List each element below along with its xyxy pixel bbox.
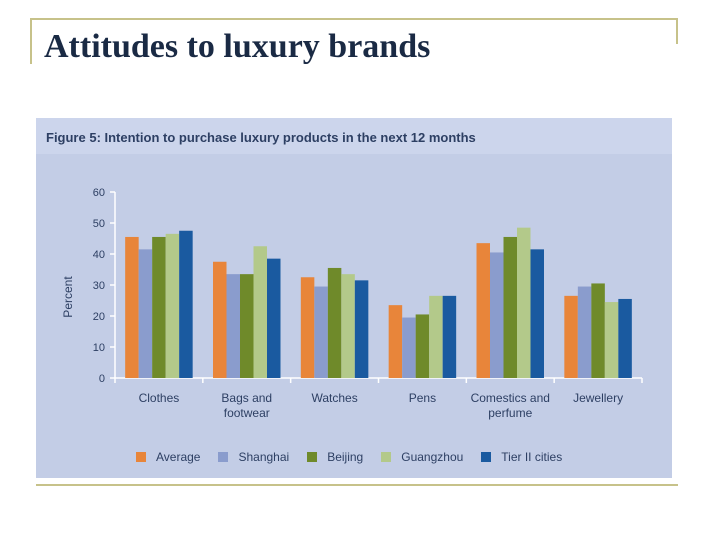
y-tick-label: 50: [93, 218, 105, 230]
x-tick-label: perfume: [488, 406, 532, 420]
x-tick-label: Comestics and: [471, 391, 550, 405]
bar-average: [388, 305, 403, 378]
y-tick-label: 40: [93, 249, 105, 261]
y-tick-label: 30: [93, 280, 105, 292]
legend-label: Average: [156, 450, 201, 464]
legend-swatch: [381, 452, 392, 462]
legend-item: Shanghai: [218, 450, 289, 464]
legend-item: Beijing: [307, 450, 363, 464]
bar-beijing: [327, 267, 342, 378]
legend-label: Guangzhou: [401, 450, 464, 464]
bar-average: [300, 277, 315, 378]
bar-shanghai: [138, 249, 153, 378]
legend-item: Guangzhou: [381, 450, 463, 464]
slide-left-rule: [30, 18, 32, 64]
bar-shanghai: [490, 252, 504, 378]
bar-average: [564, 295, 578, 378]
bar-guangzhou: [165, 233, 180, 378]
legend-label: Shanghai: [238, 450, 290, 464]
legend-label: Beijing: [327, 450, 364, 464]
y-tick-label: 0: [99, 373, 105, 385]
legend-item: Tier II cities: [481, 450, 562, 464]
slide-top-rule: [30, 18, 678, 20]
slide-bottom-rule: [36, 484, 678, 486]
slide-title: Attitudes to luxury brands: [44, 28, 431, 65]
x-tick-label: Watches: [311, 391, 357, 405]
y-tick-label: 20: [93, 311, 105, 323]
bar-guangzhou: [604, 302, 619, 378]
bar-shanghai: [314, 286, 328, 378]
bar-guangzhou: [341, 274, 355, 378]
bar-beijing: [240, 274, 254, 378]
bar-shanghai: [226, 274, 240, 378]
bar-beijing: [591, 283, 605, 378]
bar-tier-ii-cities: [179, 230, 193, 378]
legend-label: Tier II cities: [501, 450, 563, 464]
bar-tier-ii-cities: [267, 258, 281, 378]
legend-item: Average: [136, 450, 200, 464]
figure-header: Figure 5: Intention to purchase luxury p…: [36, 118, 672, 154]
bar-guangzhou: [253, 246, 267, 378]
y-axis-label: Percent: [61, 276, 75, 318]
bar-beijing: [415, 314, 430, 378]
bar-beijing: [152, 236, 166, 378]
bar-tier-ii-cities: [442, 295, 457, 378]
bar-tier-ii-cities: [618, 298, 632, 378]
bar-tier-ii-cities: [530, 249, 544, 378]
legend-swatch: [481, 452, 492, 462]
figure-panel: Figure 5: Intention to purchase luxury p…: [36, 118, 672, 478]
bar-chart: 0 10 20 30 40 50 60 Percent Clothes Bags andfootw…: [61, 187, 643, 420]
chart-legend: Average Shanghai Beijing Guangzhou Tier II c…: [136, 448, 580, 466]
x-tick-label: Bags and: [221, 391, 272, 405]
legend-swatch: [307, 452, 318, 462]
bar-average: [476, 243, 490, 378]
bar-shanghai: [577, 286, 592, 378]
y-tick-label: 60: [93, 187, 105, 199]
legend-swatch: [218, 452, 229, 462]
bar-guangzhou: [517, 227, 531, 378]
bar-guangzhou: [429, 295, 443, 378]
x-tick-label: Clothes: [139, 391, 180, 405]
x-tick-label: Pens: [409, 391, 436, 405]
bar-average: [213, 261, 227, 378]
bar-shanghai: [402, 317, 416, 378]
bar-average: [125, 236, 139, 378]
x-tick-label: Jewellery: [573, 391, 623, 405]
slide-right-rule: [676, 18, 678, 44]
y-tick-label: 10: [93, 342, 105, 354]
figure-caption: Figure 5: Intention to purchase luxury p…: [46, 130, 476, 145]
bar-beijing: [503, 236, 517, 378]
legend-swatch: [136, 452, 146, 462]
bar-tier-ii-cities: [354, 280, 369, 378]
x-tick-label: footwear: [224, 406, 270, 420]
